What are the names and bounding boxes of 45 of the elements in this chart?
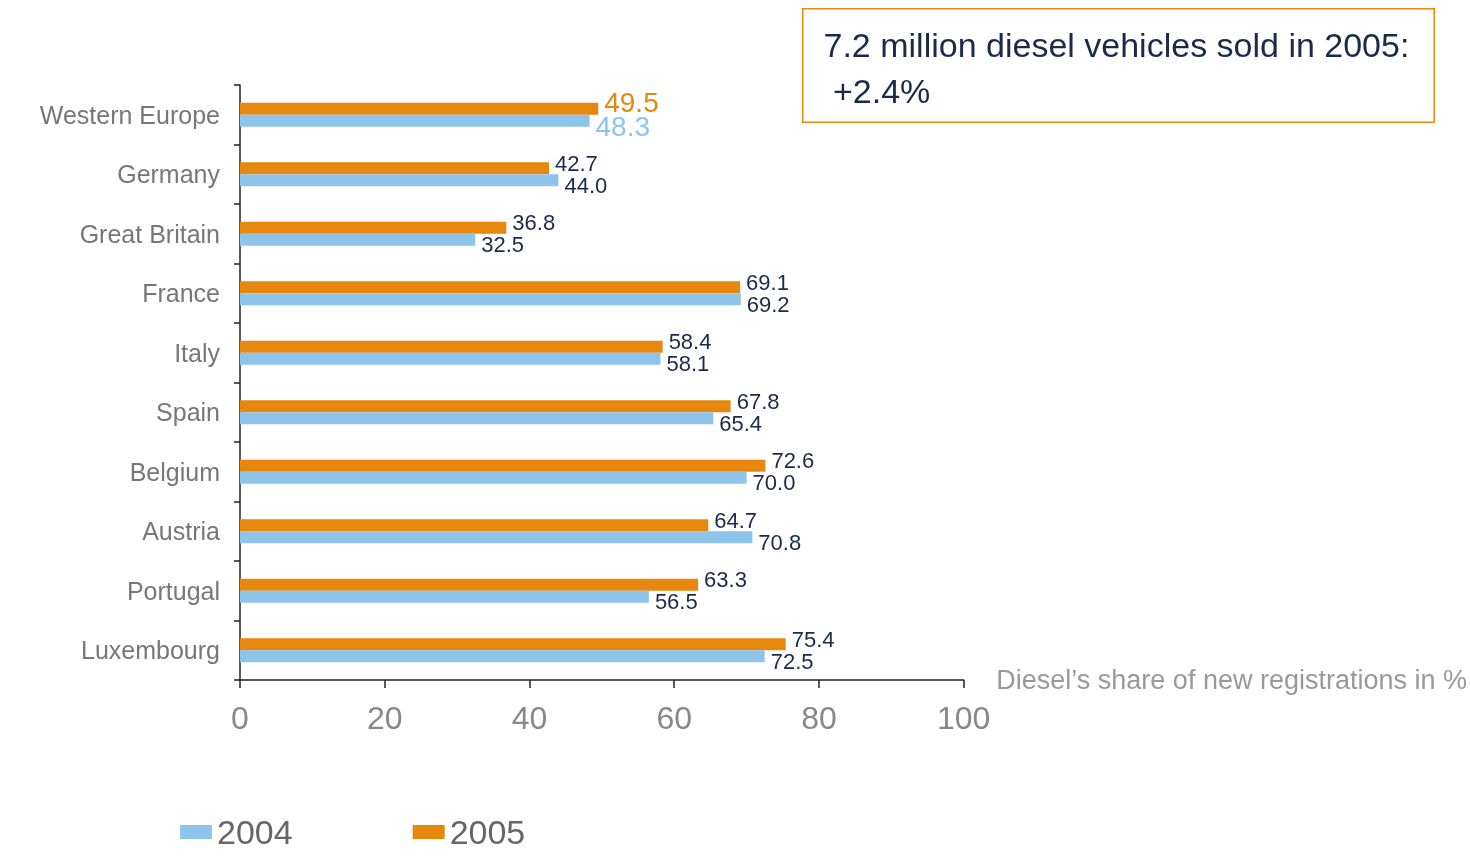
x-tick-label: 80 [801,700,837,736]
legend-label: 2005 [449,813,526,851]
bar [240,114,590,127]
annotation: 7.2 million diesel vehicles sold in 2005: +2.4% [823,25,1410,110]
y-tick-label: Western Europe [39,100,220,129]
y-tick-label: Belgium [129,457,220,486]
x-tick-label: 100 [936,700,991,736]
bar [240,174,559,187]
bar [240,519,709,532]
x-axis-title: Diesel’s share of new registrations in % [996,665,1468,695]
data-label: 64.7 [714,507,758,533]
bar [240,162,550,175]
y-tick-label: Luxembourg [81,636,220,665]
x-tick-label: 60 [656,700,693,736]
bar [240,590,649,603]
data-label: 63.3 [704,567,747,593]
bar [240,459,766,472]
y-tick-label: Portugal [126,576,220,605]
bar [240,400,731,413]
y-tick-label: Spain [156,398,220,427]
bar [240,352,661,365]
y-tick-label: Great Britain [79,219,220,248]
bar [240,221,507,234]
bar [240,578,699,591]
bar [240,531,753,544]
x-tick-label: 20 [366,700,403,736]
bar [240,293,741,306]
x-tick-label: 40 [511,700,548,736]
bar [240,233,476,246]
y-tick-label: Austria [142,517,221,546]
y-tick-label: France [142,279,220,308]
bar [240,412,714,425]
bar [240,471,747,484]
data-label: 70.8 [758,529,802,555]
y-tick-label: Italy [174,338,221,367]
x-tick-label: 0 [231,700,249,736]
y-tick-label: Germany [117,160,221,189]
bar [240,638,786,651]
bar [240,281,741,294]
bar [240,650,765,663]
bar [240,102,599,115]
legend-label: 2004 [217,813,293,851]
data-label: 48.3 [595,111,651,143]
data-label: 56.5 [654,589,698,615]
bar [240,340,663,353]
